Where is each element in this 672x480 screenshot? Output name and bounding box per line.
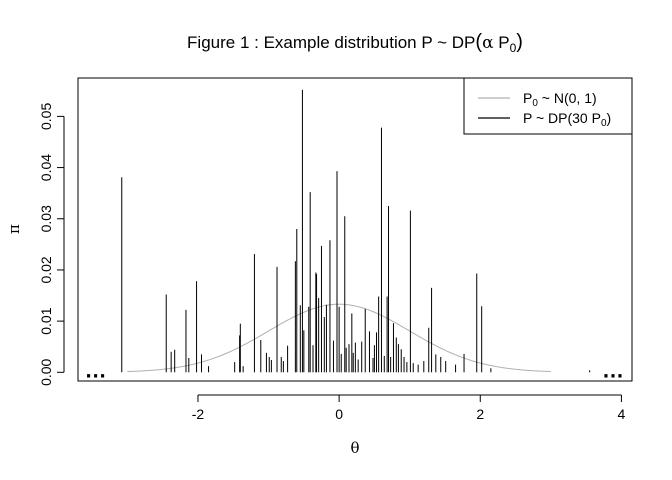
chart-title: Figure 1 : Example distribution P ~ DP(α… bbox=[187, 31, 523, 55]
y-tick-label: 0.00 bbox=[38, 358, 54, 385]
legend-density-subscript: 0 bbox=[532, 98, 538, 109]
y-tick-label: 0.02 bbox=[38, 256, 54, 283]
density-layer bbox=[127, 303, 551, 373]
x-axis-label: θ bbox=[350, 439, 359, 457]
x-tick-label: 4 bbox=[618, 406, 626, 422]
legend-density-rest: ~ N(0, 1) bbox=[538, 90, 597, 106]
plot-frame bbox=[77, 77, 633, 382]
legend-stick-subscript: 0 bbox=[601, 118, 607, 129]
y-tick-label: 0.04 bbox=[38, 154, 54, 181]
y-tick-label: 0.01 bbox=[38, 307, 54, 334]
title-paren-open: ( bbox=[475, 31, 482, 53]
title-paren-close: ) bbox=[516, 31, 523, 53]
legend-label-stick: P ~ DP(30 P0) bbox=[523, 110, 611, 129]
title-main: Figure 1 : Example distribution P ~ DP bbox=[187, 33, 475, 52]
x-axis: -2 0 2 4 bbox=[192, 394, 626, 422]
ellipsis-layer: …… bbox=[85, 357, 624, 382]
density-curve bbox=[127, 303, 551, 373]
legend-density-p: P bbox=[523, 90, 532, 106]
y-axis-label: π bbox=[5, 224, 23, 234]
y-tick-label: 0.03 bbox=[38, 205, 54, 232]
ellipsis-marker: … bbox=[602, 357, 624, 382]
x-tick-label: 0 bbox=[335, 406, 343, 422]
x-tick-label: -2 bbox=[192, 406, 205, 422]
y-tick-label: 0.05 bbox=[38, 103, 54, 130]
x-tick-label: 2 bbox=[476, 406, 484, 422]
title-subscript: 0 bbox=[510, 41, 517, 55]
ellipsis-marker: … bbox=[85, 357, 107, 382]
title-alpha: α bbox=[482, 33, 494, 53]
stick-layer bbox=[121, 89, 591, 373]
y-axis: 0.00 0.01 0.02 0.03 0.04 0.05 bbox=[38, 103, 65, 386]
legend-label-density: P0 ~ N(0, 1) bbox=[523, 90, 597, 109]
legend: P0 ~ N(0, 1) P ~ DP(30 P0) bbox=[463, 77, 633, 135]
title-p: P bbox=[494, 33, 510, 52]
legend-stick-p: P ~ DP(30 P bbox=[523, 110, 601, 126]
legend-stick-rest: ) bbox=[607, 110, 612, 126]
legend-box bbox=[463, 77, 633, 135]
